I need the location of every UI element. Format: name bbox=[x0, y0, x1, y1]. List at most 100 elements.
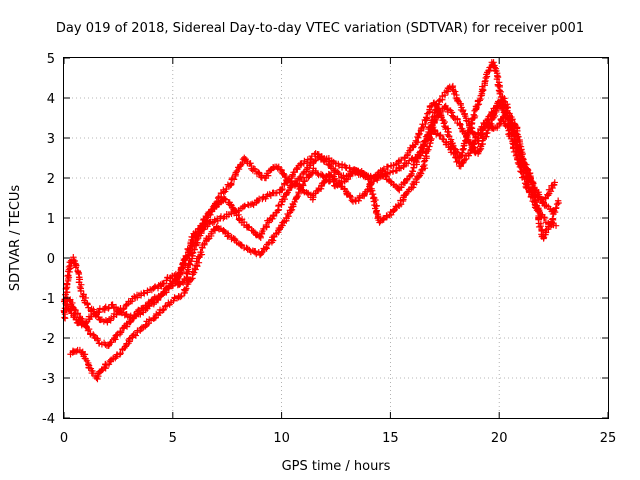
data-point-marker bbox=[82, 319, 90, 327]
y-tick-label: 5 bbox=[47, 52, 55, 67]
data-point-marker bbox=[187, 276, 195, 283]
data-point-marker bbox=[102, 341, 109, 348]
data-point-marker bbox=[144, 289, 151, 296]
data-point-marker bbox=[404, 160, 412, 167]
data-point-marker bbox=[420, 158, 428, 165]
data-point-marker bbox=[230, 176, 238, 183]
data-point-marker bbox=[176, 269, 184, 276]
data-point-marker bbox=[452, 154, 459, 161]
data-point-marker bbox=[459, 146, 466, 153]
data-point-marker bbox=[141, 290, 148, 297]
data-point-marker bbox=[553, 204, 560, 212]
data-point-marker bbox=[307, 155, 314, 163]
data-point-marker bbox=[367, 172, 374, 180]
data-point-marker bbox=[541, 214, 548, 222]
data-point-marker bbox=[496, 90, 503, 97]
data-point-marker bbox=[72, 264, 80, 271]
data-point-marker bbox=[383, 170, 390, 178]
data-point-marker bbox=[476, 97, 483, 104]
data-point-marker bbox=[76, 283, 84, 291]
data-point-marker bbox=[481, 124, 488, 131]
data-point-marker bbox=[159, 280, 167, 288]
data-point-marker bbox=[283, 178, 290, 186]
data-point-marker bbox=[553, 200, 561, 208]
data-point-marker bbox=[117, 329, 125, 336]
data-point-marker bbox=[224, 233, 231, 240]
series-3 bbox=[67, 98, 557, 383]
data-point-marker bbox=[471, 130, 479, 138]
data-point-marker bbox=[527, 186, 535, 193]
data-point-marker bbox=[493, 124, 501, 132]
data-point-marker bbox=[247, 160, 254, 167]
data-point-marker bbox=[379, 215, 387, 222]
data-point-marker bbox=[204, 235, 212, 243]
data-point-marker bbox=[384, 163, 392, 171]
y-tick-label: 0 bbox=[47, 252, 55, 267]
data-point-marker bbox=[331, 167, 338, 175]
data-point-marker bbox=[457, 121, 464, 128]
y-tick-label: 3 bbox=[47, 132, 55, 147]
data-point-marker bbox=[187, 258, 195, 265]
grid-lines bbox=[64, 58, 608, 418]
data-point-marker bbox=[64, 301, 71, 309]
data-point-marker bbox=[426, 143, 433, 150]
y-tick-label: 2 bbox=[47, 172, 55, 187]
x-tick-label: 0 bbox=[60, 431, 68, 446]
data-point-marker bbox=[351, 196, 359, 204]
y-tick-label: 1 bbox=[47, 212, 55, 227]
data-point-marker bbox=[67, 307, 74, 314]
data-point-marker bbox=[418, 166, 425, 174]
data-point-marker bbox=[301, 177, 309, 185]
data-point-marker bbox=[500, 98, 507, 105]
data-point-marker bbox=[361, 171, 368, 179]
data-point-marker bbox=[370, 198, 378, 205]
data-point-marker bbox=[304, 190, 312, 198]
data-point-marker bbox=[409, 168, 417, 175]
x-tick-label: 15 bbox=[382, 431, 399, 446]
data-point-marker bbox=[443, 104, 451, 112]
data-point-marker bbox=[470, 111, 477, 118]
data-point-marker bbox=[90, 331, 97, 338]
data-point-marker bbox=[122, 343, 129, 350]
y-tick-label: 4 bbox=[47, 92, 55, 107]
x-tick-label: 5 bbox=[169, 431, 177, 446]
data-point-marker bbox=[182, 252, 190, 260]
data-point-marker bbox=[109, 301, 116, 308]
data-point-marker bbox=[159, 307, 166, 314]
data-point-marker bbox=[416, 130, 423, 138]
x-tick-label: 10 bbox=[273, 431, 290, 446]
data-point-marker bbox=[193, 230, 200, 237]
data-point-marker bbox=[255, 169, 262, 176]
data-point-marker bbox=[293, 193, 300, 201]
data-point-marker bbox=[117, 309, 125, 316]
data-point-marker bbox=[409, 155, 416, 162]
data-point-marker bbox=[241, 202, 249, 210]
data-point-marker bbox=[281, 196, 288, 203]
data-point-marker bbox=[77, 287, 85, 295]
data-point-marker bbox=[406, 147, 413, 154]
data-point-marker bbox=[154, 285, 162, 292]
data-point-marker bbox=[262, 244, 270, 251]
data-point-marker bbox=[331, 175, 339, 182]
data-point-marker bbox=[65, 263, 73, 271]
data-point-marker bbox=[117, 350, 124, 357]
data-point-marker bbox=[222, 196, 229, 203]
data-point-marker bbox=[177, 293, 184, 301]
data-point-marker bbox=[343, 191, 351, 198]
data-point-marker bbox=[220, 227, 228, 235]
data-point-marker bbox=[441, 123, 448, 130]
data-point-marker bbox=[549, 215, 556, 222]
data-point-marker bbox=[498, 105, 506, 112]
data-point-marker bbox=[177, 264, 185, 271]
data-point-marker bbox=[473, 104, 480, 112]
data-point-marker bbox=[197, 248, 205, 256]
y-axis-label: SDTVAR / TECUs bbox=[8, 185, 23, 292]
x-axis-label: GPS time / hours bbox=[282, 459, 391, 474]
data-point-marker bbox=[326, 177, 334, 185]
data-point-marker bbox=[73, 348, 80, 355]
plot-frame bbox=[63, 57, 609, 419]
data-point-marker bbox=[338, 178, 345, 186]
data-point-marker bbox=[94, 336, 102, 344]
data-point-marker bbox=[60, 308, 68, 315]
data-point-marker bbox=[183, 285, 190, 292]
